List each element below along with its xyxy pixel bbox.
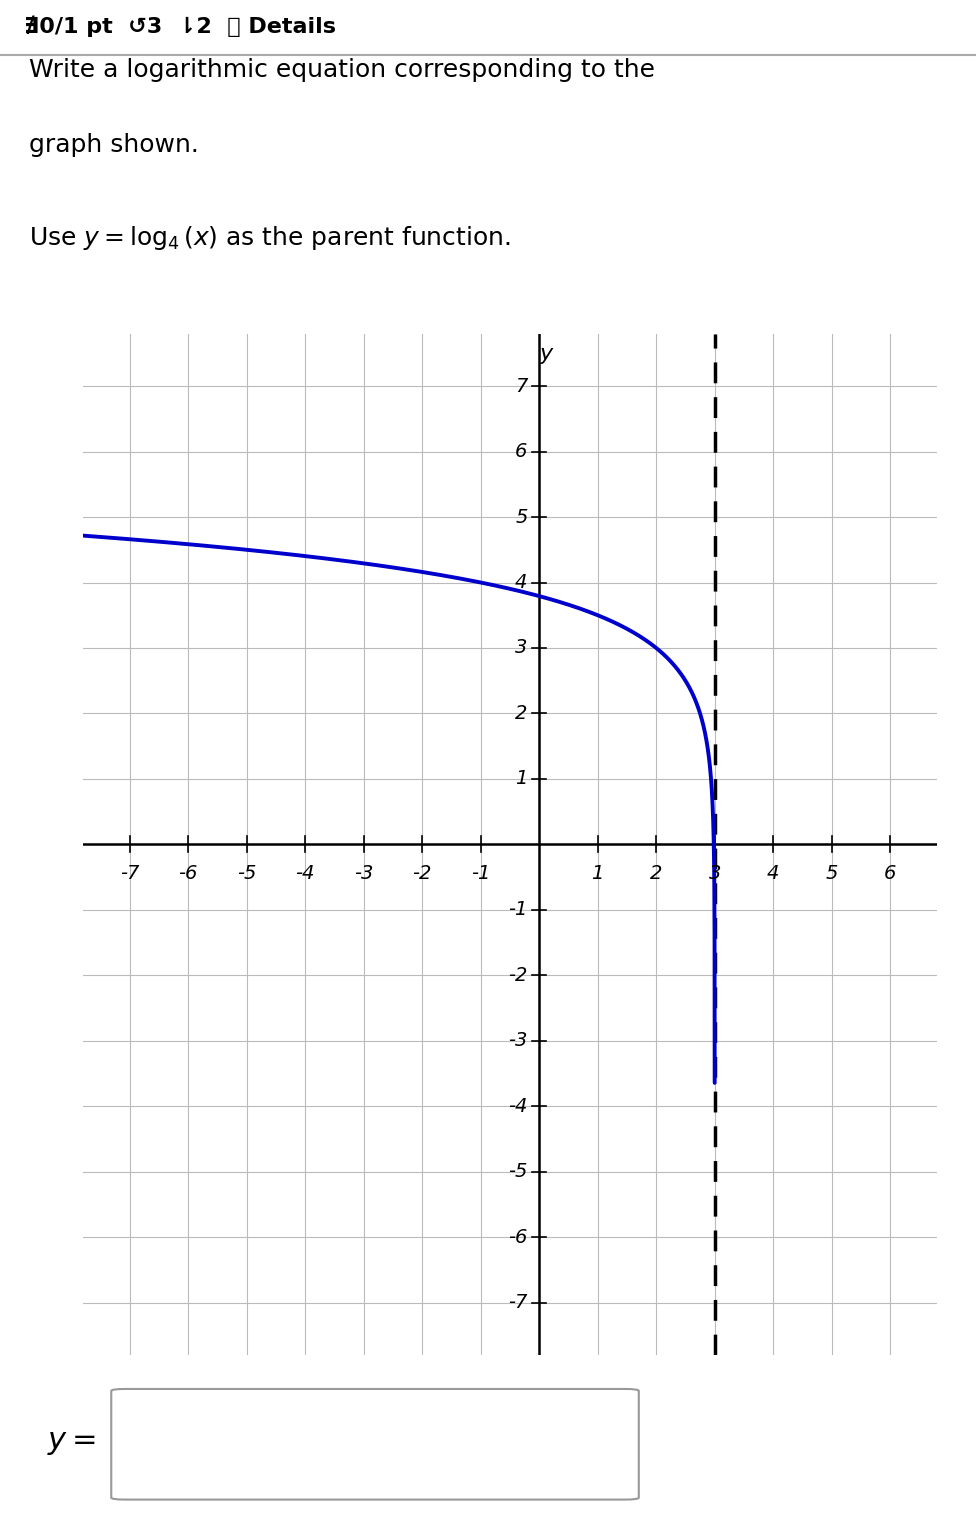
Text: -3: -3 <box>354 863 374 883</box>
Text: -5: -5 <box>237 863 257 883</box>
Text: -7: -7 <box>120 863 140 883</box>
FancyBboxPatch shape <box>111 1389 639 1499</box>
Text: $y =$: $y =$ <box>47 1428 97 1458</box>
Text: -2: -2 <box>508 966 527 984</box>
Text: 6: 6 <box>884 863 896 883</box>
Text: 3: 3 <box>515 638 527 657</box>
Text: 4: 4 <box>515 573 527 592</box>
Text: 7: 7 <box>515 377 527 395</box>
Text: Use $y = \log_4(x)$ as the parent function.: Use $y = \log_4(x)$ as the parent functi… <box>29 224 511 253</box>
Text: 5: 5 <box>515 508 527 527</box>
Text: 1: 1 <box>515 770 527 788</box>
Text: -1: -1 <box>508 900 527 919</box>
Text: y: y <box>540 343 552 363</box>
Text: -4: -4 <box>508 1096 527 1116</box>
Text: -6: -6 <box>179 863 198 883</box>
Text: Write a logarithmic equation corresponding to the: Write a logarithmic equation correspondi… <box>29 58 655 83</box>
Text: -6: -6 <box>508 1228 527 1246</box>
Text: -7: -7 <box>508 1294 527 1312</box>
Text: graph shown.: graph shown. <box>29 133 199 158</box>
Text: 2: 2 <box>650 863 663 883</box>
Text: -3: -3 <box>508 1032 527 1050</box>
Text: 3: 3 <box>709 863 721 883</box>
Text: -2: -2 <box>413 863 432 883</box>
Text: 2: 2 <box>515 704 527 723</box>
Text: 5: 5 <box>826 863 837 883</box>
Text: 4: 4 <box>767 863 780 883</box>
Text: 6: 6 <box>515 442 527 461</box>
Text: ∄0/1 pt  ↺3  ⇂2  ⓘ Details: ∄0/1 pt ↺3 ⇂2 ⓘ Details <box>24 15 337 37</box>
Text: 1: 1 <box>591 863 604 883</box>
Text: -5: -5 <box>508 1162 527 1180</box>
Text: -1: -1 <box>471 863 490 883</box>
Text: -4: -4 <box>296 863 315 883</box>
